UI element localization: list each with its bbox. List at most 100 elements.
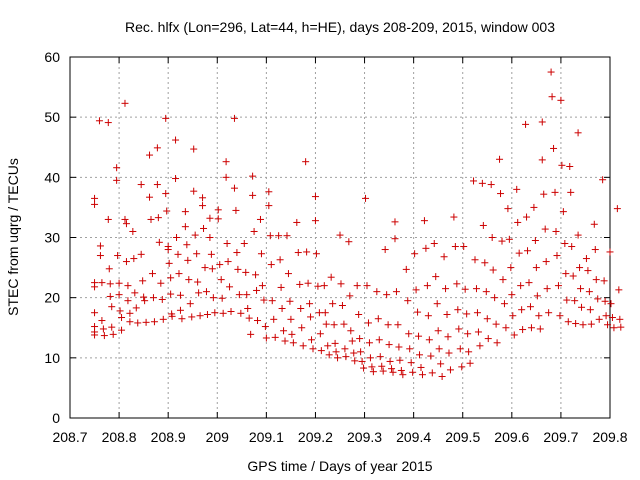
data-point bbox=[515, 249, 523, 257]
data-point bbox=[557, 96, 565, 104]
data-point bbox=[519, 326, 527, 334]
data-point bbox=[394, 321, 402, 329]
data-point bbox=[564, 318, 572, 326]
data-point bbox=[173, 234, 181, 241]
data-point bbox=[579, 321, 587, 329]
data-point bbox=[191, 231, 199, 239]
data-point bbox=[463, 310, 471, 318]
data-point bbox=[280, 327, 288, 335]
data-point bbox=[451, 243, 459, 251]
data-point bbox=[256, 215, 264, 223]
data-point bbox=[364, 319, 372, 327]
data-point bbox=[363, 282, 371, 290]
data-point bbox=[407, 359, 415, 367]
x-tick-label: 209.4 bbox=[396, 429, 431, 445]
data-point bbox=[137, 181, 145, 189]
data-point bbox=[350, 349, 358, 357]
data-point bbox=[353, 282, 361, 290]
data-point bbox=[498, 237, 506, 245]
data-point bbox=[346, 292, 354, 300]
data-point bbox=[211, 309, 219, 317]
data-point bbox=[284, 270, 292, 278]
data-point bbox=[249, 172, 257, 180]
data-point bbox=[209, 294, 217, 302]
data-point bbox=[132, 304, 140, 312]
data-point bbox=[610, 324, 618, 332]
axis-ticks bbox=[69, 56, 611, 419]
data-point bbox=[115, 279, 123, 287]
data-point bbox=[474, 328, 482, 336]
data-point bbox=[455, 325, 463, 333]
data-point bbox=[466, 359, 474, 367]
data-point bbox=[473, 309, 481, 317]
data-point bbox=[266, 232, 274, 240]
data-point bbox=[262, 334, 270, 342]
data-point bbox=[214, 206, 222, 214]
data-point bbox=[341, 345, 349, 353]
data-point bbox=[287, 315, 295, 323]
data-point bbox=[200, 224, 208, 232]
data-point bbox=[331, 339, 339, 347]
data-point bbox=[533, 292, 541, 300]
data-point bbox=[172, 136, 180, 144]
data-point bbox=[281, 337, 289, 345]
data-point bbox=[386, 357, 394, 365]
x-tick-label: 209.8 bbox=[592, 429, 627, 445]
data-point bbox=[542, 258, 550, 266]
data-point bbox=[404, 297, 412, 305]
data-point bbox=[302, 158, 310, 166]
data-point bbox=[98, 279, 106, 287]
data-point bbox=[118, 326, 126, 334]
data-point bbox=[604, 321, 612, 329]
data-point bbox=[168, 312, 176, 320]
data-point bbox=[142, 318, 150, 326]
data-point bbox=[376, 353, 384, 361]
data-point bbox=[531, 237, 539, 245]
data-point bbox=[201, 264, 209, 272]
data-point bbox=[303, 248, 311, 256]
data-point bbox=[137, 250, 145, 258]
data-point bbox=[153, 144, 161, 152]
data-point bbox=[245, 314, 253, 322]
data-point bbox=[240, 240, 248, 248]
data-point bbox=[188, 313, 196, 321]
data-point bbox=[444, 333, 452, 341]
data-point bbox=[487, 181, 495, 189]
data-point bbox=[91, 331, 99, 339]
data-point bbox=[148, 270, 156, 278]
data-point bbox=[227, 308, 235, 316]
data-point bbox=[526, 303, 534, 311]
data-point bbox=[98, 317, 106, 325]
data-point bbox=[435, 345, 443, 353]
data-point bbox=[337, 280, 345, 288]
data-point bbox=[267, 261, 275, 269]
data-point bbox=[550, 144, 558, 152]
data-point bbox=[332, 348, 340, 356]
data-point bbox=[607, 300, 615, 308]
data-point bbox=[424, 312, 432, 320]
data-point bbox=[427, 352, 435, 360]
data-point bbox=[357, 348, 365, 356]
data-point bbox=[561, 240, 569, 248]
data-point bbox=[114, 252, 122, 260]
data-point bbox=[411, 250, 419, 258]
data-point bbox=[383, 291, 391, 299]
x-tick-label: 209.7 bbox=[543, 429, 578, 445]
data-point bbox=[106, 292, 114, 300]
data-point bbox=[522, 120, 530, 128]
data-point bbox=[513, 185, 521, 193]
x-tick-labels: 208.7 208.8 208.9 209 209.1 209.2 209.3 209.4 20… bbox=[52, 429, 627, 445]
data-point bbox=[306, 300, 314, 308]
x-tick-label: 208.7 bbox=[52, 429, 87, 445]
data-point bbox=[552, 227, 560, 235]
data-point bbox=[608, 314, 616, 322]
data-point bbox=[154, 214, 162, 222]
data-point bbox=[91, 194, 99, 202]
data-point bbox=[104, 215, 112, 223]
data-point bbox=[278, 304, 286, 312]
data-point bbox=[385, 341, 393, 349]
data-point bbox=[556, 312, 564, 320]
data-point bbox=[118, 314, 126, 322]
data-point bbox=[247, 330, 255, 338]
data-point bbox=[456, 345, 464, 353]
